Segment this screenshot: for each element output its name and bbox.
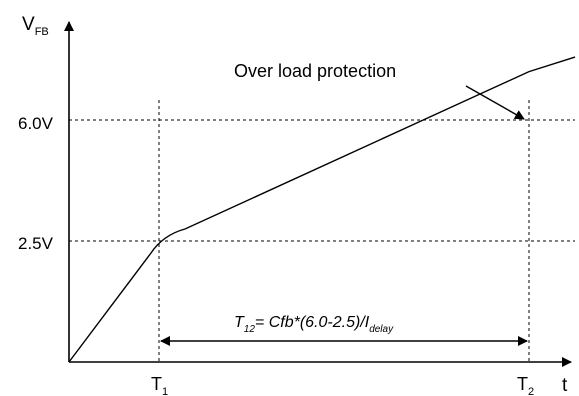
y-tick-label-6-0v: 6.0V	[18, 114, 54, 133]
over-load-pointer	[465, 85, 525, 120]
x-tick-label-t2: T2	[517, 374, 534, 396]
y-tick-label-2-5v: 2.5V	[18, 234, 54, 253]
x-tick-label-t1: T1	[151, 374, 168, 396]
x-axis-label: t	[562, 375, 568, 396]
vfb-curve	[68, 56, 576, 363]
over-load-annotation: Over load protection	[234, 61, 396, 81]
y-axis-label: VFB	[22, 14, 49, 38]
t12-formula: T12= Cfb*(6.0-2.5)/Idelay	[234, 314, 394, 335]
